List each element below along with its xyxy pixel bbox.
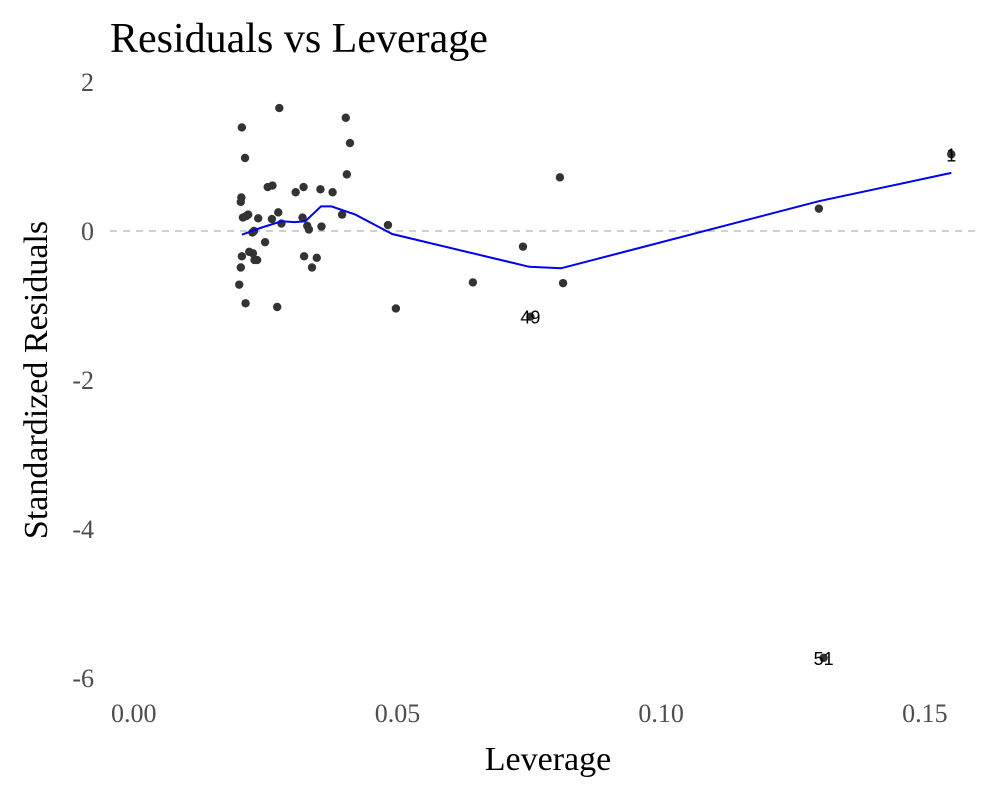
data-point	[814, 204, 824, 213]
data-point	[304, 225, 314, 234]
data-point	[316, 185, 325, 194]
data-point	[341, 113, 350, 122]
data-point	[260, 237, 270, 247]
y-tick-label: -2	[72, 366, 94, 395]
data-point	[555, 173, 565, 182]
data-point	[240, 153, 250, 163]
data-point	[391, 304, 401, 313]
data-point	[307, 263, 317, 272]
data-point	[241, 211, 251, 221]
chart-title: Residuals vs Leverage	[110, 16, 488, 62]
data-point	[237, 252, 247, 261]
data-point	[518, 242, 528, 251]
data-point	[328, 188, 337, 197]
data-point	[342, 170, 352, 179]
data-point	[947, 150, 956, 159]
x-tick-label: 0.10	[638, 699, 684, 728]
data-point	[275, 103, 284, 113]
data-points	[235, 103, 956, 663]
point-labels: 49 51 1	[520, 145, 956, 669]
data-point	[299, 252, 309, 261]
y-tick-label: 2	[81, 68, 94, 97]
data-point	[819, 653, 828, 663]
data-point	[254, 214, 263, 223]
data-point	[236, 197, 246, 207]
data-point	[299, 182, 308, 192]
data-point	[245, 247, 254, 257]
y-axis-tick-labels: 2 0 -2 -4 -6	[72, 68, 94, 693]
data-point	[252, 255, 262, 265]
data-point	[558, 278, 568, 288]
data-point	[337, 210, 347, 219]
data-point	[345, 138, 355, 148]
smooth-trend-line	[241, 171, 952, 270]
data-point	[317, 222, 326, 231]
data-point	[291, 188, 300, 197]
y-axis-title: Standardized Residuals	[18, 221, 55, 539]
data-point	[526, 312, 535, 321]
y-tick-label: -6	[72, 664, 94, 693]
data-point	[267, 214, 277, 224]
point-label: 1	[946, 145, 956, 165]
data-point	[274, 208, 283, 217]
point-label: 51	[814, 649, 834, 669]
y-tick-label: 0	[81, 217, 94, 246]
x-axis-tick-labels: 0.00 0.05 0.10 0.15	[111, 699, 948, 728]
x-tick-label: 0.15	[902, 699, 948, 728]
data-point	[383, 220, 393, 230]
data-point	[236, 263, 246, 272]
data-point	[237, 123, 247, 132]
x-tick-label: 0.00	[111, 699, 157, 728]
data-point	[241, 299, 250, 308]
data-point	[312, 253, 321, 263]
y-tick-label: -4	[72, 515, 94, 544]
data-point	[235, 280, 244, 289]
x-tick-label: 0.05	[375, 699, 421, 728]
data-point	[268, 181, 277, 190]
data-point	[468, 278, 478, 287]
x-axis-title: Leverage	[485, 741, 611, 778]
data-point	[272, 302, 282, 312]
point-label: 49	[520, 308, 540, 328]
data-point	[298, 213, 307, 222]
